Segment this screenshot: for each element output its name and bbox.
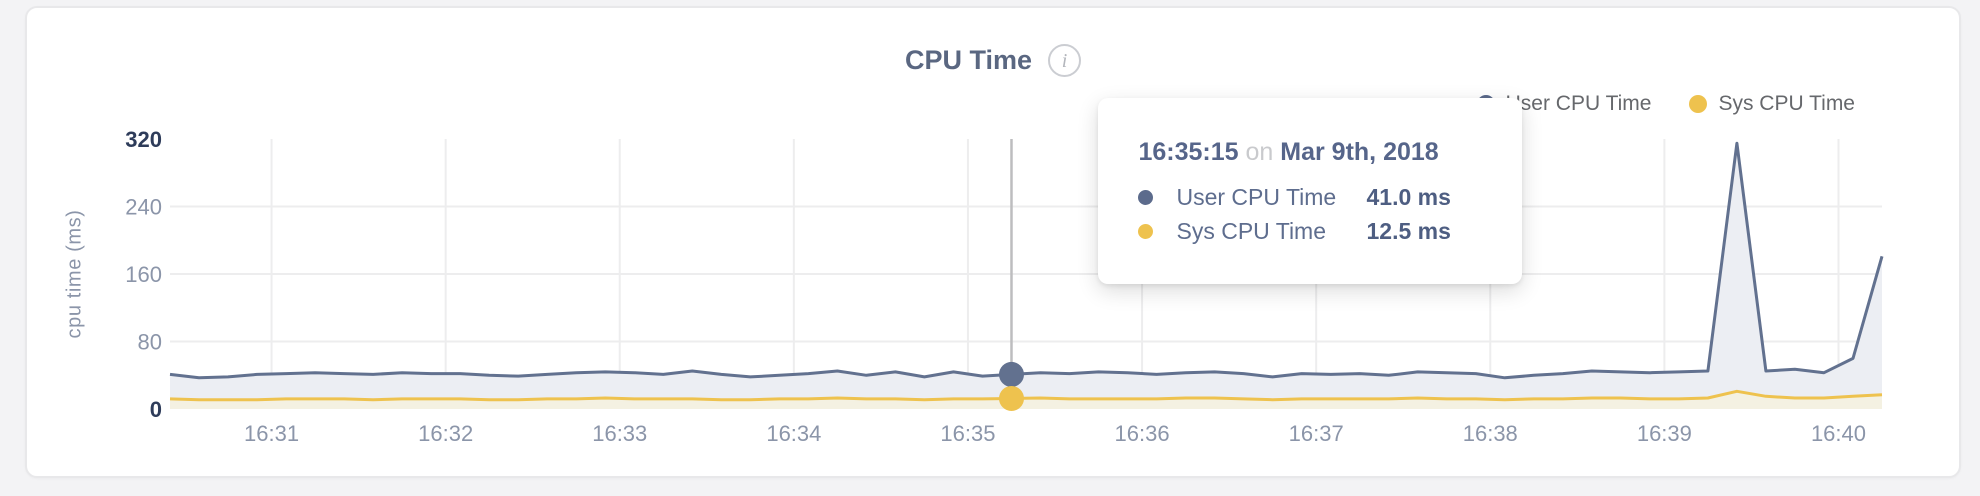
legend-item-sys-cpu-time[interactable]: Sys CPU Time <box>1689 92 1855 116</box>
legend-label: User CPU Time <box>1505 92 1652 115</box>
tooltip-series-value: 41.0 ms <box>1366 184 1451 210</box>
x-tick-label: 16:33 <box>592 421 647 446</box>
x-tick-label: 16:35 <box>940 421 995 446</box>
series-dot-icon <box>1138 189 1154 205</box>
user-cpu-time-line <box>169 141 1884 380</box>
y-tick-label: 160 <box>125 262 162 287</box>
x-tick-label: 16:39 <box>1637 421 1692 446</box>
x-tick-label: 16:32 <box>418 421 473 446</box>
user-cpu-time-area <box>170 143 1882 409</box>
x-tick-label: 16:36 <box>1115 421 1170 446</box>
sys-cpu-time-line <box>169 389 1883 402</box>
chart-tooltip: 16:35:15 on Mar 9th, 2018 User CPU Time 4… <box>1098 98 1523 284</box>
cpu-time-line-chart[interactable]: 320 240 160 80 0 16:31 16:32 16:33 16:34 16:35 16:… <box>27 8 1963 480</box>
tooltip-connector: on <box>1245 138 1274 166</box>
legend-dot-icon <box>1689 95 1708 113</box>
tooltip-series-label: User CPU Time <box>1176 184 1337 210</box>
series-dot-icon <box>1138 223 1154 239</box>
y-tick-label: 0 <box>150 397 162 422</box>
y-tick-label: 240 <box>125 195 162 220</box>
y-tick-label: 80 <box>138 330 162 355</box>
tooltip-row-user-cpu-time: User CPU Time 41.0 ms <box>1138 180 1484 214</box>
tooltip-time: 16:35:15 <box>1138 138 1239 166</box>
x-tick-label: 16:34 <box>766 421 821 446</box>
chart-header: CPU Time i <box>27 44 1959 77</box>
y-tick-label: 320 <box>125 127 162 152</box>
x-tick-label: 16:31 <box>244 421 299 446</box>
cpu-time-chart-card: CPU Time i User CPU Time Sys CPU Time cpu… <box>25 6 1961 478</box>
tooltip-rows: User CPU Time 41.0 ms Sys CPU Time 12.5 ms <box>1138 180 1484 248</box>
tooltip-series-value: 12.5 ms <box>1366 218 1451 244</box>
x-tick-label: 16:38 <box>1463 421 1518 446</box>
sys-cpu-time-hover-dot <box>998 385 1024 411</box>
legend-label: Sys CPU Time <box>1718 92 1855 115</box>
tooltip-row-sys-cpu-time: Sys CPU Time 12.5 ms <box>1138 214 1484 248</box>
x-tick-label: 16:37 <box>1289 421 1344 446</box>
x-tick-label: 16:40 <box>1811 421 1866 446</box>
tooltip-header: 16:35:15 on Mar 9th, 2018 <box>1138 138 1484 167</box>
tooltip-date: Mar 9th, 2018 <box>1280 138 1439 166</box>
tooltip-series-label: Sys CPU Time <box>1176 218 1327 244</box>
chart-title: CPU Time <box>904 45 1033 75</box>
user-cpu-time-hover-dot <box>998 361 1024 387</box>
sys-cpu-time-area <box>170 391 1882 409</box>
info-icon[interactable]: i <box>1048 44 1082 77</box>
